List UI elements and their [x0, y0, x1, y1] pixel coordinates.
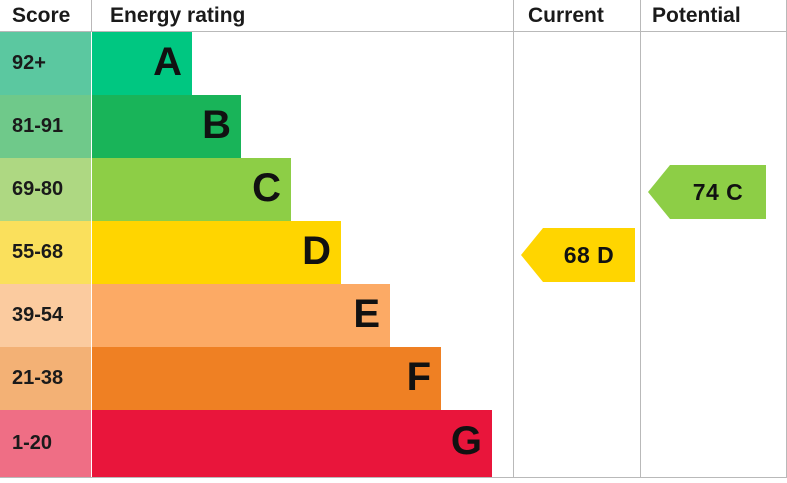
score-range-a: 92+: [12, 52, 46, 74]
band-letter-a: A: [153, 40, 182, 84]
band-letter-c: C: [252, 166, 281, 210]
potential-rating-arrow: 74 C: [648, 165, 766, 219]
band-bar-e: E: [92, 284, 390, 347]
band-letter-e: E: [353, 292, 380, 336]
score-cell-f: 21-38: [0, 347, 91, 410]
score-range-g: 1-20: [12, 432, 53, 454]
potential-rating-value: 74 C: [692, 178, 744, 205]
band-letter-f: F: [406, 355, 431, 399]
header-current-label: Current: [528, 4, 604, 27]
chart-header-row: Score Energy rating Current Potential: [0, 0, 787, 32]
band-row-d: 55-68 D: [0, 221, 787, 284]
score-range-c: 69-80: [12, 178, 64, 200]
band-bar-f: F: [92, 347, 441, 410]
score-cell-d: 55-68: [0, 221, 91, 284]
header-potential-label: Potential: [652, 4, 741, 27]
divider-score-column: [91, 0, 92, 32]
score-cell-b: 81-91: [0, 95, 91, 158]
band-row-b: 81-91 B: [0, 95, 787, 158]
header-energy-rating-label: Energy rating: [110, 4, 246, 27]
band-bar-a: A: [92, 32, 192, 95]
band-row-f: 21-38 F: [0, 347, 787, 410]
band-bar-g: G: [92, 410, 492, 477]
score-range-f: 21-38: [12, 367, 64, 389]
score-range-e: 39-54: [12, 304, 64, 326]
band-bar-c: C: [92, 158, 291, 221]
band-letter-d: D: [302, 229, 331, 273]
score-cell-e: 39-54: [0, 284, 91, 347]
band-letter-b: B: [202, 103, 231, 147]
current-rating-arrow: 68 D: [521, 228, 635, 282]
header-score-label: Score: [12, 4, 71, 27]
chart-bottom-border: [0, 477, 787, 478]
band-letter-g: G: [450, 419, 482, 463]
current-rating-value: 68 D: [563, 241, 615, 268]
band-row-c: 69-80 C: [0, 158, 787, 221]
score-cell-c: 69-80: [0, 158, 91, 221]
band-row-e: 39-54 E: [0, 284, 787, 347]
score-cell-a: 92+: [0, 32, 91, 95]
divider-current-column: [513, 0, 514, 477]
score-range-d: 55-68: [12, 241, 64, 263]
score-range-b: 81-91: [12, 115, 64, 137]
band-row-a: 92+ A: [0, 32, 787, 95]
band-bar-d: D: [92, 221, 341, 284]
band-bar-b: B: [92, 95, 241, 158]
band-row-g: 1-20 G: [0, 410, 787, 477]
score-cell-g: 1-20: [0, 410, 91, 477]
divider-potential-column: [640, 0, 641, 477]
